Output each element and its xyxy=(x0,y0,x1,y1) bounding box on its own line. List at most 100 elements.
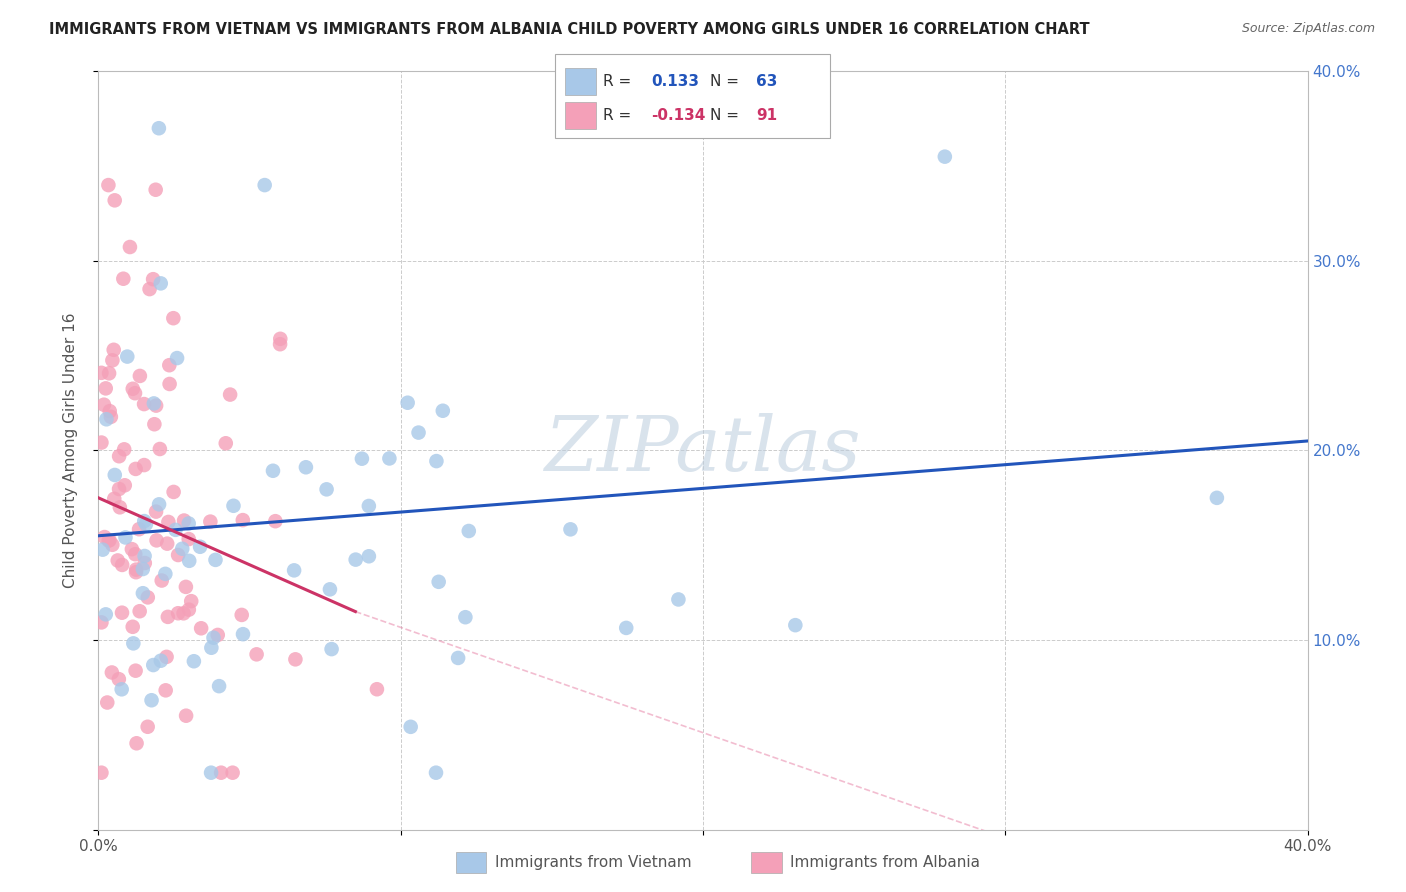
Point xyxy=(108,500,131,515)
Point xyxy=(148,497,170,511)
Point xyxy=(209,765,232,780)
Point xyxy=(135,517,157,532)
Point xyxy=(177,602,200,616)
Point xyxy=(560,522,582,536)
Point xyxy=(117,350,139,364)
Point xyxy=(98,533,121,548)
Point xyxy=(149,654,172,668)
Point xyxy=(150,574,173,588)
Point xyxy=(108,482,131,496)
Point xyxy=(162,311,184,326)
Point xyxy=(145,183,167,197)
Point xyxy=(200,640,222,655)
Text: N =: N = xyxy=(710,108,744,123)
Point xyxy=(174,708,197,723)
Point xyxy=(425,765,447,780)
Point xyxy=(125,736,148,750)
Point xyxy=(97,178,120,193)
Text: R =: R = xyxy=(603,74,637,89)
Point xyxy=(90,435,112,450)
Point xyxy=(138,282,160,296)
Point xyxy=(125,563,148,577)
Point xyxy=(134,458,156,472)
Point xyxy=(104,194,127,208)
Point xyxy=(222,499,245,513)
Text: 91: 91 xyxy=(756,108,778,123)
Point xyxy=(128,604,150,618)
Point xyxy=(90,615,112,630)
Point xyxy=(155,566,177,581)
Point xyxy=(350,451,373,466)
Point xyxy=(101,538,124,552)
Point xyxy=(94,607,117,622)
Point xyxy=(934,150,956,164)
Point xyxy=(124,386,146,401)
Point xyxy=(111,558,134,572)
Point xyxy=(231,607,253,622)
Point xyxy=(112,442,135,457)
Point xyxy=(148,121,170,136)
Point xyxy=(134,556,156,570)
Point xyxy=(378,451,401,466)
Point xyxy=(103,343,125,357)
Point xyxy=(432,403,454,417)
Text: -0.134: -0.134 xyxy=(651,108,706,123)
Point xyxy=(108,449,131,463)
Point xyxy=(200,515,222,529)
Point xyxy=(142,272,165,286)
Point xyxy=(454,610,477,624)
Point xyxy=(165,523,187,537)
Point xyxy=(145,505,167,519)
Point xyxy=(124,547,146,561)
Text: IMMIGRANTS FROM VIETNAM VS IMMIGRANTS FROM ALBANIA CHILD POVERTY AMONG GIRLS UND: IMMIGRANTS FROM VIETNAM VS IMMIGRANTS FR… xyxy=(49,22,1090,37)
Point xyxy=(101,665,124,680)
Point xyxy=(253,178,276,193)
Text: R =: R = xyxy=(603,108,637,123)
Point xyxy=(177,516,200,531)
Point xyxy=(112,271,135,285)
Point xyxy=(136,591,159,605)
Point xyxy=(136,720,159,734)
Point xyxy=(97,533,120,548)
Point xyxy=(93,398,115,412)
Point xyxy=(121,382,143,396)
Point xyxy=(262,464,284,478)
Text: Source: ZipAtlas.com: Source: ZipAtlas.com xyxy=(1241,22,1375,36)
Point xyxy=(155,649,177,664)
Point xyxy=(134,514,156,528)
Point xyxy=(167,606,190,620)
Point xyxy=(96,412,118,426)
Point xyxy=(315,483,337,497)
Point xyxy=(118,240,141,254)
Point xyxy=(132,586,155,600)
Point xyxy=(111,606,134,620)
Point xyxy=(614,621,637,635)
Point xyxy=(122,636,145,650)
Point xyxy=(366,682,388,697)
Point xyxy=(246,648,269,662)
Point xyxy=(128,368,150,383)
Point xyxy=(124,462,146,476)
Point xyxy=(1206,491,1229,505)
Point xyxy=(427,574,450,589)
Point xyxy=(98,404,121,418)
Point xyxy=(408,425,430,440)
Point xyxy=(94,381,117,395)
Point xyxy=(269,337,291,351)
Point xyxy=(344,552,367,566)
Point xyxy=(114,478,136,492)
Point xyxy=(425,454,447,468)
Point xyxy=(167,548,190,562)
Point xyxy=(156,536,179,550)
Text: N =: N = xyxy=(710,74,744,89)
Point xyxy=(134,549,156,563)
Point xyxy=(174,580,197,594)
Point xyxy=(319,582,342,597)
Text: Immigrants from Vietnam: Immigrants from Vietnam xyxy=(495,855,692,870)
Point xyxy=(103,491,125,506)
Point xyxy=(785,618,807,632)
Point xyxy=(232,627,254,641)
Point xyxy=(128,522,150,536)
Point xyxy=(157,358,180,372)
Point xyxy=(232,513,254,527)
